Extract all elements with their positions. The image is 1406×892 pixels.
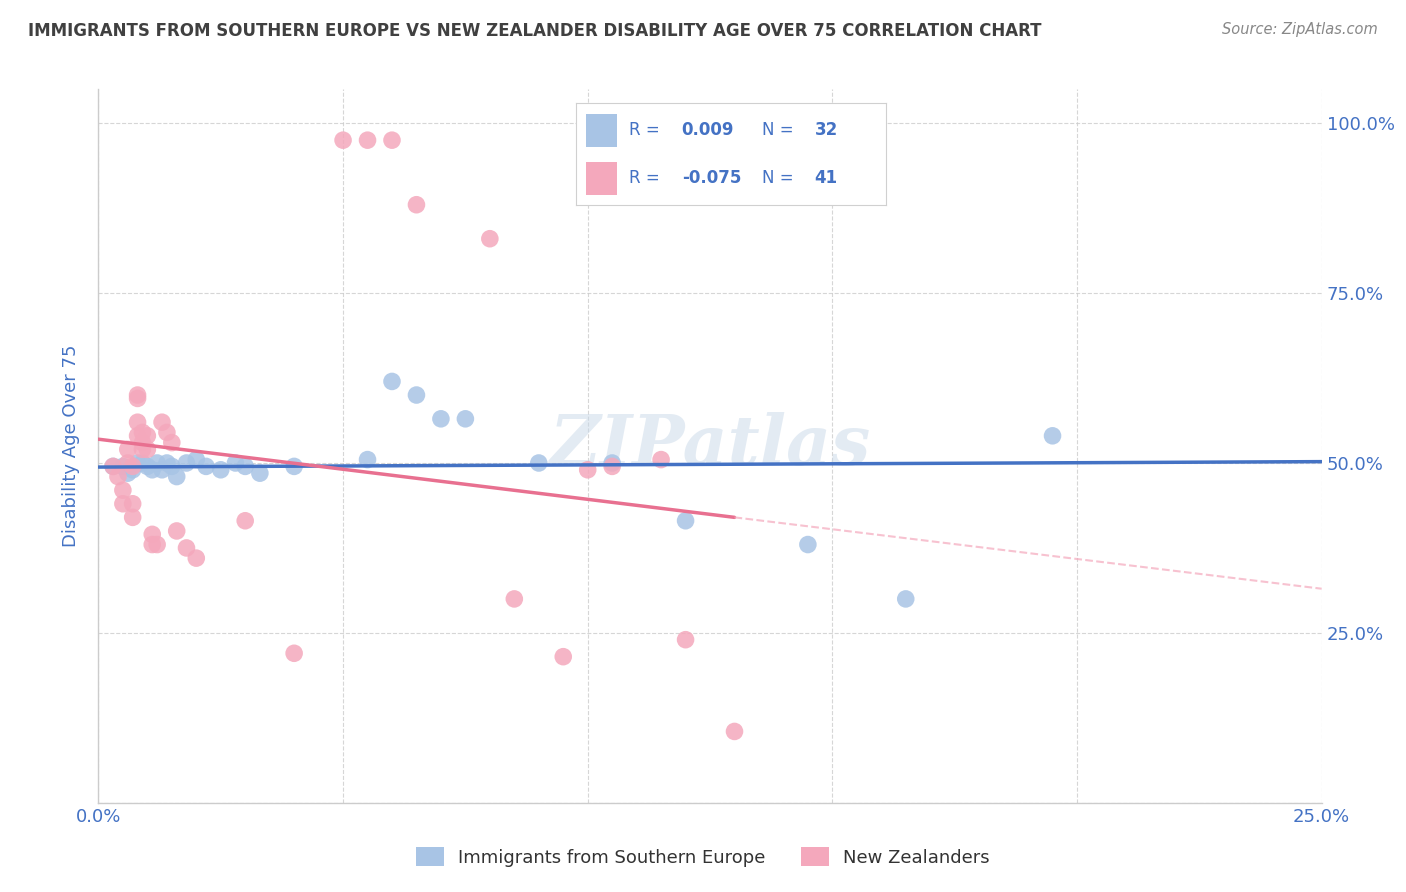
Point xyxy=(107,469,129,483)
Point xyxy=(527,456,550,470)
Point xyxy=(381,133,404,147)
Point xyxy=(576,463,599,477)
Text: N =: N = xyxy=(762,169,799,187)
Point xyxy=(332,133,354,147)
Point xyxy=(1042,429,1064,443)
Point xyxy=(356,133,378,147)
Point xyxy=(176,541,198,555)
Point xyxy=(195,459,218,474)
Point xyxy=(405,198,427,212)
Point xyxy=(650,452,672,467)
Point xyxy=(146,456,169,470)
Point xyxy=(111,459,134,474)
Point xyxy=(127,392,149,406)
Text: 32: 32 xyxy=(814,121,838,139)
Point xyxy=(233,459,256,474)
Point xyxy=(101,459,124,474)
Point xyxy=(176,456,198,470)
Point xyxy=(283,459,305,474)
Point xyxy=(141,527,163,541)
Point xyxy=(430,412,453,426)
Point xyxy=(127,429,149,443)
Point xyxy=(166,469,188,483)
Point xyxy=(283,646,305,660)
Point xyxy=(405,388,427,402)
Point xyxy=(117,466,139,480)
Point xyxy=(381,375,404,389)
Point xyxy=(101,459,124,474)
Point xyxy=(723,724,745,739)
Legend: Immigrants from Southern Europe, New Zealanders: Immigrants from Southern Europe, New Zea… xyxy=(409,840,997,874)
Point xyxy=(131,456,153,470)
Point xyxy=(117,442,139,457)
Point xyxy=(111,497,134,511)
Point xyxy=(503,591,526,606)
Point xyxy=(131,425,153,440)
Point xyxy=(600,459,623,474)
Point xyxy=(131,442,153,457)
Point xyxy=(121,497,143,511)
Point xyxy=(224,456,246,470)
Point xyxy=(117,456,139,470)
Point xyxy=(121,463,143,477)
Point xyxy=(136,459,159,474)
Point xyxy=(121,459,143,474)
Text: 0.009: 0.009 xyxy=(682,121,734,139)
Text: Source: ZipAtlas.com: Source: ZipAtlas.com xyxy=(1222,22,1378,37)
Point xyxy=(150,463,173,477)
Point xyxy=(127,415,149,429)
Point xyxy=(136,429,159,443)
Bar xyxy=(586,114,617,146)
Point xyxy=(160,435,183,450)
Point xyxy=(160,459,183,474)
Point xyxy=(131,435,153,450)
Point xyxy=(233,514,256,528)
Point xyxy=(127,456,149,470)
Text: -0.075: -0.075 xyxy=(682,169,741,187)
Point xyxy=(478,232,501,246)
Point xyxy=(150,415,173,429)
Bar xyxy=(586,162,617,194)
Point xyxy=(186,551,208,566)
Point xyxy=(111,483,134,498)
Point xyxy=(186,452,208,467)
Point xyxy=(209,463,232,477)
Point xyxy=(894,591,917,606)
Point xyxy=(127,388,149,402)
Text: N =: N = xyxy=(762,121,799,139)
Point xyxy=(600,456,623,470)
Point xyxy=(249,466,271,480)
Point xyxy=(166,524,188,538)
Point xyxy=(141,537,163,551)
Text: R =: R = xyxy=(628,169,665,187)
Text: ZIPatlas: ZIPatlas xyxy=(550,412,870,480)
Point xyxy=(356,452,378,467)
Y-axis label: Disability Age Over 75: Disability Age Over 75 xyxy=(62,344,80,548)
Point xyxy=(121,510,143,524)
Point xyxy=(156,425,179,440)
Point xyxy=(675,632,697,647)
Point xyxy=(141,463,163,477)
Point xyxy=(136,442,159,457)
Point xyxy=(156,456,179,470)
Text: 41: 41 xyxy=(814,169,838,187)
Point xyxy=(675,514,697,528)
Point xyxy=(454,412,477,426)
Text: IMMIGRANTS FROM SOUTHERN EUROPE VS NEW ZEALANDER DISABILITY AGE OVER 75 CORRELAT: IMMIGRANTS FROM SOUTHERN EUROPE VS NEW Z… xyxy=(28,22,1042,40)
Point xyxy=(553,649,575,664)
Text: R =: R = xyxy=(628,121,665,139)
Point xyxy=(146,537,169,551)
Point xyxy=(797,537,820,551)
